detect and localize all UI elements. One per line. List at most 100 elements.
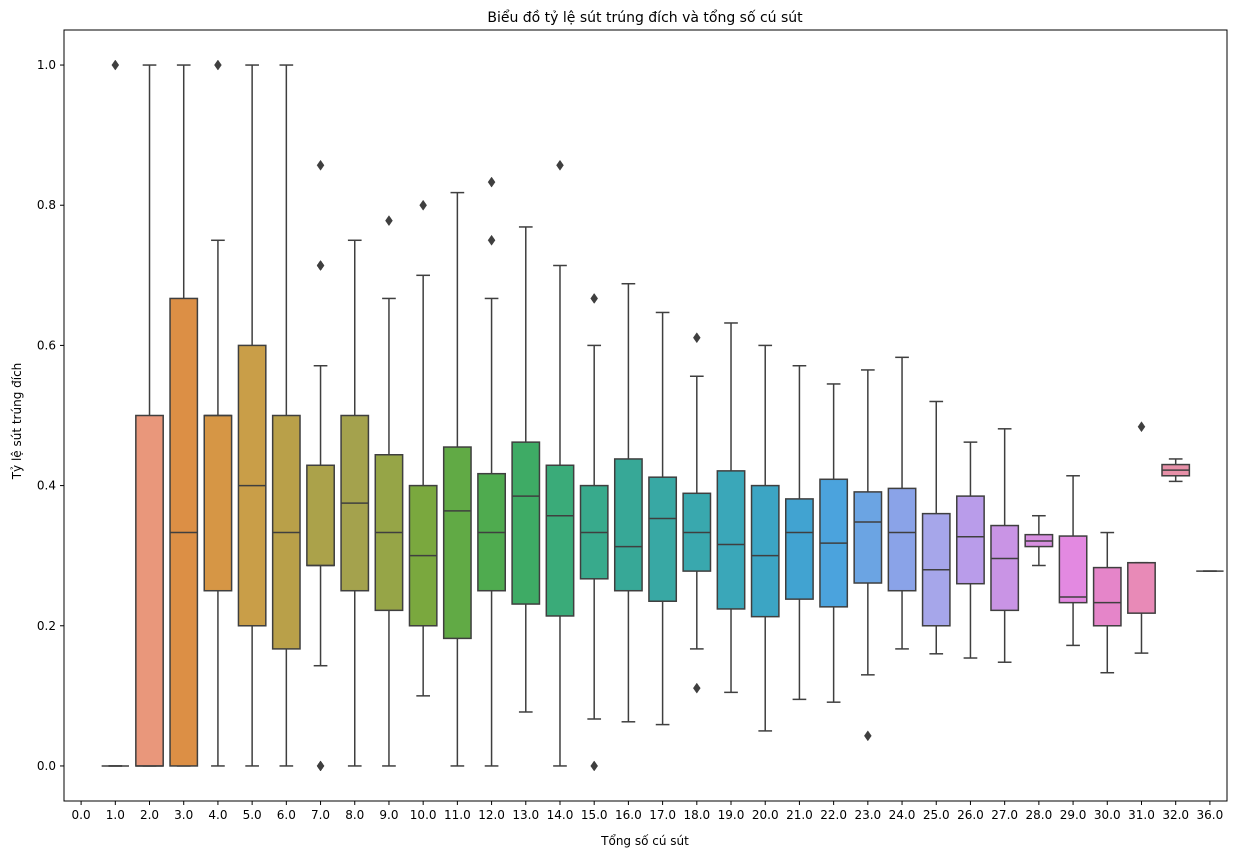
- x-tick-label: 1.0: [106, 808, 125, 822]
- box-7.0: [306, 159, 335, 772]
- box-21.0: [784, 364, 814, 701]
- box-iqr: [716, 470, 746, 610]
- box-19.0: [716, 322, 746, 694]
- x-tick-label: 10.0: [410, 808, 437, 822]
- x-tick-label: 26.0: [957, 808, 984, 822]
- box-iqr: [956, 495, 985, 585]
- box-14.0: [545, 159, 575, 767]
- outlier-point: [590, 760, 598, 772]
- x-tick-label: 12.0: [478, 808, 505, 822]
- x-tick-label: 28.0: [1026, 808, 1053, 822]
- outlier-point: [693, 682, 701, 694]
- x-tick-label: 3.0: [174, 808, 193, 822]
- box-26.0: [956, 441, 985, 659]
- box-23.0: [853, 369, 883, 742]
- box-iqr: [135, 414, 164, 767]
- outlier-point: [419, 199, 427, 211]
- box-16.0: [613, 282, 643, 723]
- box-iqr: [1127, 561, 1156, 614]
- box-iqr: [784, 498, 814, 600]
- box-9.0: [374, 215, 404, 767]
- box-31.0: [1127, 421, 1156, 654]
- box-iqr: [648, 476, 678, 602]
- x-tick-label: 19.0: [718, 808, 745, 822]
- box-iqr: [1092, 566, 1122, 627]
- y-axis-label: Tỷ lệ sút trúng đích: [10, 363, 24, 481]
- box-11.0: [442, 191, 472, 767]
- box-15.0: [579, 293, 609, 772]
- outlier-point: [693, 332, 701, 344]
- box-iqr: [442, 446, 472, 640]
- box-10.0: [408, 199, 438, 697]
- outlier-point: [316, 760, 325, 772]
- outlier-point: [385, 215, 393, 227]
- y-tick-label: 0.2: [37, 619, 56, 633]
- box-iqr: [511, 441, 541, 605]
- x-tick-label: 22.0: [820, 808, 847, 822]
- x-tick-label: 0.0: [72, 808, 91, 822]
- outlier-point: [487, 234, 496, 246]
- x-tick-label: 30.0: [1094, 808, 1121, 822]
- box-29.0: [1058, 475, 1088, 647]
- box-iqr: [545, 464, 575, 617]
- plot-area-frame: [63, 29, 1228, 802]
- box-27.0: [990, 428, 1020, 663]
- x-tick-label: 13.0: [512, 808, 539, 822]
- box-6.0: [271, 64, 301, 767]
- x-axis: 0.0 1.0 2.0 3.0 4.0 5.0 6.0 7.0 8.0 9.0 10.0 11.0 12…: [72, 801, 1224, 822]
- box-30.0: [1092, 531, 1122, 674]
- x-tick-label: 32.0: [1162, 808, 1189, 822]
- x-tick-label: 14.0: [547, 808, 574, 822]
- box-17.0: [648, 311, 678, 726]
- y-tick-label: 0.0: [37, 759, 56, 773]
- x-tick-label: 29.0: [1060, 808, 1087, 822]
- box-iqr: [613, 458, 643, 592]
- chart-title: Biểu đồ tỷ lệ sút trúng đích và tổng số …: [487, 9, 803, 26]
- x-tick-label: 2.0: [140, 808, 159, 822]
- x-tick-label: 18.0: [683, 808, 710, 822]
- x-tick-label: 8.0: [345, 808, 364, 822]
- x-tick-label: 24.0: [889, 808, 916, 822]
- box-12.0: [477, 176, 507, 767]
- x-tick-label: 16.0: [615, 808, 642, 822]
- x-tick-label: 20.0: [752, 808, 779, 822]
- box-iqr: [1058, 535, 1088, 604]
- x-tick-label: 6.0: [277, 808, 296, 822]
- x-tick-label: 25.0: [923, 808, 950, 822]
- box-5.0: [237, 64, 267, 767]
- x-tick-label: 11.0: [444, 808, 471, 822]
- x-tick-label: 21.0: [786, 808, 813, 822]
- x-tick-label: 5.0: [243, 808, 262, 822]
- boxes-layer: [101, 59, 1224, 772]
- x-tick-label: 36.0: [1197, 808, 1224, 822]
- y-tick-label: 1.0: [37, 58, 56, 72]
- box-22.0: [819, 383, 849, 703]
- box-13.0: [511, 226, 541, 713]
- outlier-point: [590, 293, 598, 304]
- x-axis-label: Tổng số cú sút: [600, 834, 689, 848]
- outlier-point: [1137, 421, 1146, 433]
- x-tick-label: 31.0: [1128, 808, 1155, 822]
- box-iqr: [990, 524, 1020, 612]
- box-iqr: [853, 491, 883, 584]
- y-axis: 0.0 0.2 0.4 0.6 0.8 1.0: [37, 58, 64, 773]
- x-tick-label: 17.0: [649, 808, 676, 822]
- box-4.0: [203, 59, 233, 767]
- outlier-point: [556, 159, 564, 171]
- outlier-point: [214, 59, 222, 71]
- y-tick-label: 0.4: [37, 479, 56, 493]
- x-tick-label: 23.0: [854, 808, 881, 822]
- box-24.0: [887, 356, 917, 650]
- outlier-point: [864, 730, 872, 742]
- box-8.0: [340, 239, 370, 767]
- x-tick-label: 9.0: [379, 808, 398, 822]
- box-32.0: [1161, 458, 1191, 483]
- x-tick-label: 27.0: [991, 808, 1018, 822]
- box-iqr: [887, 487, 917, 592]
- box-1.0: [101, 59, 129, 767]
- box-3.0: [169, 64, 199, 767]
- box-2.0: [135, 64, 164, 767]
- box-iqr: [306, 464, 335, 567]
